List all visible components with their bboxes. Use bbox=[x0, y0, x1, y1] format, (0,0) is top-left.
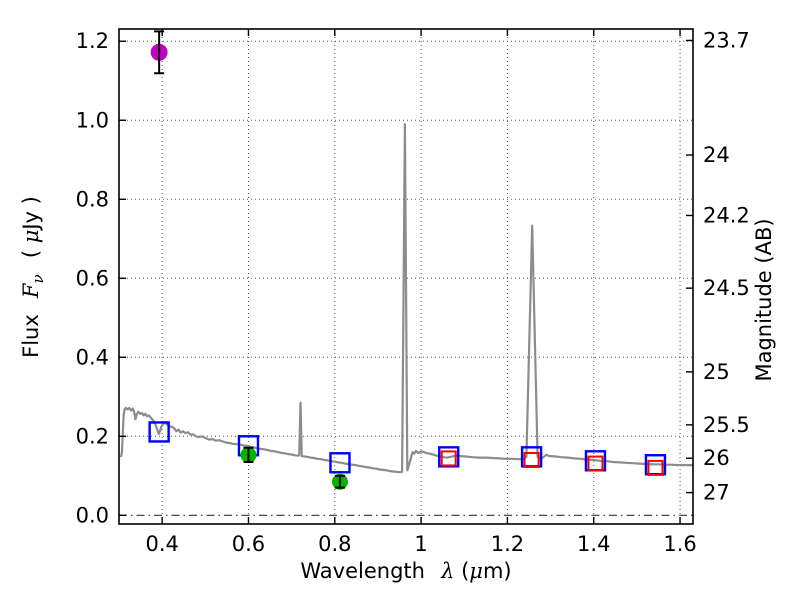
axis-ticks bbox=[119, 29, 693, 524]
y-left-tick-label: 0.4 bbox=[76, 345, 109, 369]
y-left-tick-label: 0.8 bbox=[76, 187, 109, 211]
x-tick-label: 1 bbox=[414, 532, 427, 556]
photometry-circles bbox=[150, 30, 348, 490]
lambda-symbol: λ bbox=[441, 559, 455, 583]
y-right-tick-label: 24.2 bbox=[703, 203, 750, 227]
y-left-tick-label: 1.2 bbox=[76, 29, 109, 53]
x-tick-label: 0.4 bbox=[145, 532, 178, 556]
model-spectrum-line bbox=[119, 123, 693, 474]
x-tick-label: 1.4 bbox=[577, 532, 610, 556]
y-axis-label-right: Magnitude (AB) bbox=[752, 218, 776, 382]
axes-frame bbox=[118, 28, 694, 525]
observed-photometry-red-squares-marker bbox=[523, 452, 540, 469]
nu-symbol: ν bbox=[29, 274, 48, 284]
observed-photometry-red-squares-marker bbox=[587, 455, 604, 472]
y-left-tick-label: 0.0 bbox=[76, 503, 109, 527]
y-right-tick-label: 25.5 bbox=[703, 413, 750, 437]
flux-symbol: F bbox=[18, 283, 43, 299]
observed-photometry-red-squares-marker bbox=[440, 450, 457, 467]
y-right-tick-label: 27 bbox=[703, 481, 730, 505]
y-axis-label-left: Flux Fν ( μJy ) bbox=[18, 196, 48, 358]
tick-labels: 0.4 0.6 0.8 1 1.2 1.4 1.6 0.0 0.2 0.4 0.6 0.8 1.0 1.2… bbox=[76, 28, 750, 556]
x-axis-label-word: Wavelength bbox=[300, 559, 425, 583]
x-tick-label: 1.2 bbox=[491, 532, 524, 556]
y-right-tick-label: 26 bbox=[703, 446, 730, 470]
y-left-tick-label: 0.2 bbox=[76, 424, 109, 448]
y-right-tick-label: 24.5 bbox=[703, 276, 750, 300]
y-right-tick-label: 25 bbox=[703, 360, 730, 384]
y-axis-label-word: Flux bbox=[18, 314, 43, 358]
x-axis-label: Wavelength λ (μm) bbox=[300, 559, 512, 583]
spectrum-path bbox=[119, 123, 693, 474]
mu-symbol: μ bbox=[469, 559, 483, 583]
y-right-tick-label: 24 bbox=[703, 143, 730, 167]
mu-symbol: μ bbox=[18, 229, 43, 244]
x-tick-label: 0.8 bbox=[318, 532, 351, 556]
observed-photometry-red-squares-marker bbox=[647, 459, 664, 476]
y-left-tick-label: 1.0 bbox=[76, 108, 109, 132]
y-right-tick-label: 23.7 bbox=[703, 28, 750, 52]
model-photometry-blue-squares-marker bbox=[329, 452, 351, 474]
model-photometry-blue-squares-marker bbox=[148, 421, 170, 443]
x-tick-label: 1.6 bbox=[663, 532, 696, 556]
x-tick-label: 0.6 bbox=[232, 532, 265, 556]
y-left-tick-label: 0.6 bbox=[76, 266, 109, 290]
